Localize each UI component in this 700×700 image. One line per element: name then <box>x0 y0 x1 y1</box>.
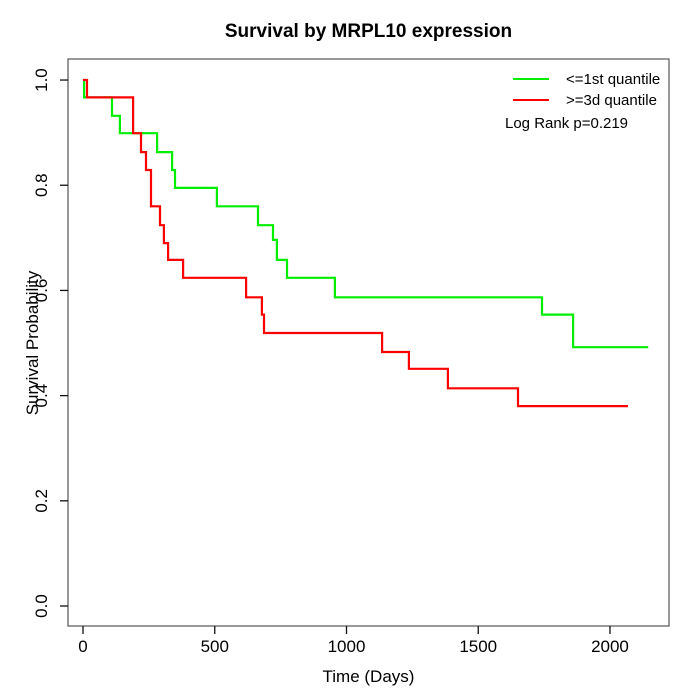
legend-label-low-expression: <=1st quantile <box>566 71 661 88</box>
x-tick-label: 500 <box>201 637 229 656</box>
x-tick-label: 2000 <box>591 637 629 656</box>
y-tick-label: 0.6 <box>32 279 51 303</box>
chart-title: Survival by MRPL10 expression <box>224 21 513 42</box>
y-tick-label: 1.0 <box>32 68 51 92</box>
km-curve-high-expression <box>83 78 628 408</box>
y-tick-label: 0.0 <box>32 594 51 618</box>
x-tick-label: 0 <box>78 637 87 656</box>
x-tick-label: 1500 <box>459 637 497 656</box>
y-tick-label: 0.4 <box>32 384 51 408</box>
x-axis-title: Time (Days) <box>322 667 415 686</box>
y-tick-label: 0.2 <box>32 489 51 513</box>
plot-box <box>67 58 670 627</box>
y-axis-title: Survival Probability <box>23 270 42 416</box>
y-tick-label: 0.8 <box>32 173 51 197</box>
legend-swatch-high-expression <box>513 99 549 101</box>
legend-label-high-expression: >=3d quantile <box>566 92 657 109</box>
legend-swatch-low-expression <box>513 78 549 80</box>
log-rank-annotation: Log Rank p=0.219 <box>505 115 629 132</box>
x-tick-label: 1000 <box>328 637 366 656</box>
km-curve-low-expression <box>83 78 649 349</box>
